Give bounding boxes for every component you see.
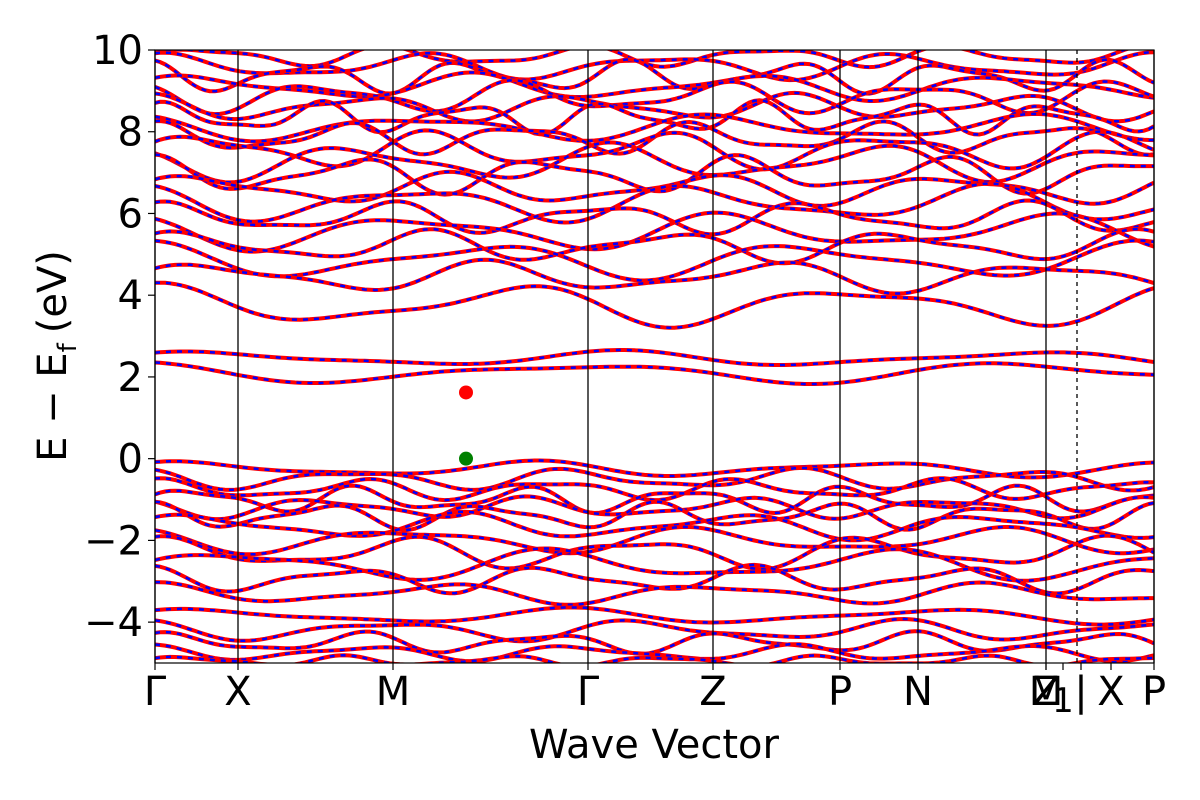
band-line-spin-up — [155, 210, 1154, 254]
x-tick-label: | — [1074, 669, 1087, 715]
band-line-spin-down — [155, 654, 1154, 663]
band-line-spin-down — [155, 361, 1154, 386]
band-line-spin-down — [155, 199, 1154, 236]
band-line-spin-down — [155, 580, 1154, 607]
band-line-spin-down — [155, 534, 1154, 571]
x-tick-label: Z — [1032, 669, 1059, 715]
x-tick-label: Γ — [144, 669, 167, 715]
y-axis-label: E − Ef (eV) — [30, 250, 83, 462]
band-line-spin-down — [155, 129, 1154, 171]
x-tick-label: P — [828, 669, 852, 715]
band-line-spin-down — [155, 495, 1154, 521]
x-axis-label: Wave Vector — [529, 722, 780, 768]
band-line-spin-down — [155, 525, 1154, 556]
band-line-spin-down — [155, 99, 1154, 136]
band-line-spin-up — [155, 238, 1154, 283]
band-line-spin-down — [155, 606, 1154, 626]
y-tick-label: 8 — [118, 110, 143, 156]
x-tick-label: M — [1029, 669, 1064, 715]
y-tick-label: 10 — [92, 28, 143, 74]
y-axis: 10 8 6 4 2 0 −2 −4 — [84, 28, 155, 646]
cbm-marker — [459, 385, 473, 400]
y-tick-label: −2 — [84, 518, 143, 564]
x-tick-label: Γ — [577, 669, 600, 715]
band-line-spin-down — [155, 112, 1154, 143]
band-line-spin-down — [155, 170, 1154, 208]
y-tick-label: −4 — [84, 600, 143, 646]
y-tick-label: 4 — [118, 273, 143, 319]
band-line-spin-up — [155, 280, 1154, 330]
band-line-spin-down — [155, 258, 1154, 295]
band-line-spin-down — [155, 348, 1154, 367]
y-tick-label: 6 — [118, 191, 143, 237]
y-axis-label-main: E − E — [30, 352, 76, 462]
band-line-spin-down — [155, 459, 1154, 479]
band-line-spin-down — [155, 79, 1154, 116]
band-line-spin-up — [155, 499, 1154, 533]
band-line-spin-down — [155, 50, 1154, 82]
band-line-spin-down — [155, 91, 1154, 123]
y-axis-label-unit: (eV) — [30, 250, 76, 333]
band-edge-markers — [459, 385, 473, 466]
x-tick-label: Z — [699, 669, 726, 715]
x-tick-label: N — [903, 669, 933, 715]
x-tick-label: 1 — [1052, 681, 1074, 721]
band-line-spin-down — [155, 563, 1154, 595]
band-line-spin-down — [155, 484, 1154, 515]
band-line-spin-down — [155, 182, 1154, 224]
x-axis: Γ X M Γ Z P N ZM1 | X P — [144, 663, 1166, 721]
vbm-marker — [459, 451, 473, 466]
band-line-spin-down — [155, 58, 1154, 95]
band-line-spin-down — [155, 227, 1154, 265]
band-line-spin-down — [155, 617, 1154, 643]
y-tick-label: 0 — [118, 437, 143, 483]
plot-frame — [154, 49, 1155, 664]
band-line-spin-down — [155, 510, 1154, 542]
x-tick-label: P — [1142, 669, 1166, 715]
x-tick-label: M — [376, 669, 411, 715]
band-line-spin-down — [155, 629, 1154, 656]
y-axis-label-subscript: f — [53, 342, 83, 352]
x-tick-label: X — [224, 669, 251, 715]
y-tick-label: 2 — [118, 355, 143, 401]
band-line-spin-down — [155, 71, 1154, 103]
band-line-spin-down — [155, 466, 1154, 492]
band-line-spin-down — [155, 642, 1154, 663]
band-lines — [155, 50, 1154, 663]
x-tick-label: X — [1097, 669, 1124, 715]
band-line-spin-down — [155, 547, 1154, 582]
